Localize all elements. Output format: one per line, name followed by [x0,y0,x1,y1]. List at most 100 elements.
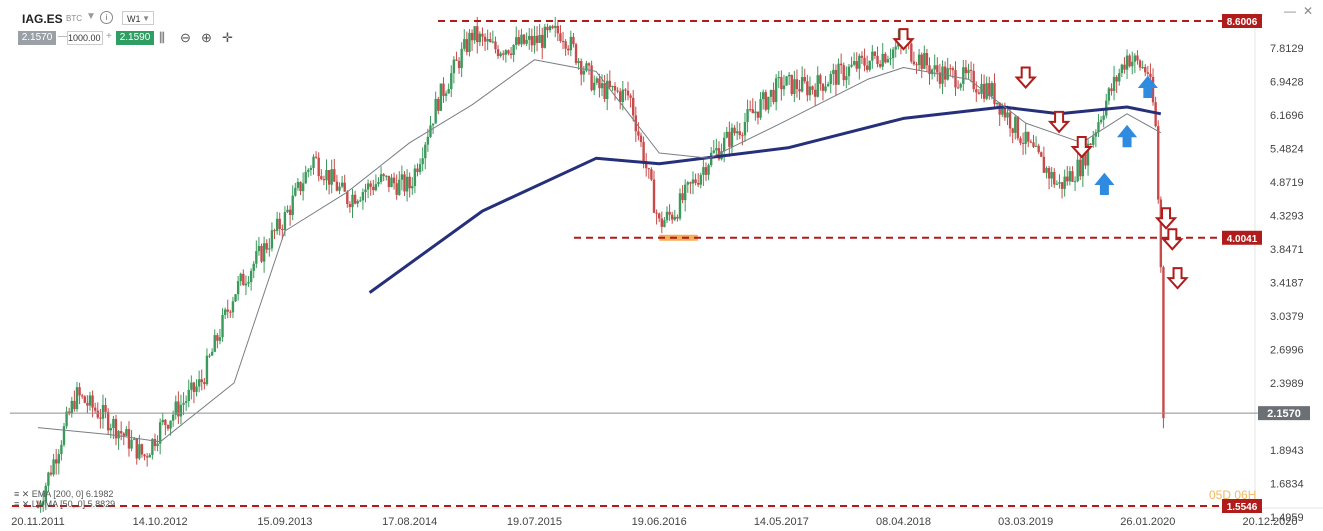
candle-body [821,83,825,91]
candle-body [270,230,274,249]
candle-body [709,152,713,166]
x-tick-label: 20.11.2011 [11,516,64,528]
legend-ema[interactable]: ≡ ✕ EMA [200, 0] 6.1982 [14,489,114,499]
candle-body [379,174,383,182]
candle-body [1141,67,1144,69]
candle-body [1016,116,1020,139]
candle-body [135,438,138,459]
candle-body [340,182,344,187]
candle-body [860,55,864,58]
candle-body [1151,76,1155,103]
legend-lwma[interactable]: ≡ ✕ LWMA [50, 0] 5.8829 [14,499,116,509]
candle-body [333,169,336,182]
quantity-input[interactable]: 1000.00 [67,31,103,45]
support-zone [659,234,698,241]
candle-body [41,501,45,506]
candle-body [509,53,513,56]
candle-body [460,48,463,69]
candle-body [858,55,861,69]
increase-quantity-button[interactable]: + [106,31,112,42]
candle-body [143,454,146,457]
candle-body [177,401,180,417]
candle-body [795,79,799,90]
candle-body [894,46,897,50]
candle-body [1024,131,1027,144]
zoom-in-icon[interactable]: ⊕ [201,30,212,45]
candle-body [179,404,183,417]
candle-body [585,63,588,71]
candle-body [1037,145,1040,153]
candle-body [1063,176,1066,189]
x-tick-label: 14.05.2017 [754,516,809,528]
candle-body [702,167,705,175]
candle-body [1162,267,1165,419]
candle-body [891,49,895,59]
candle-body [639,135,643,142]
candle-body [515,37,518,45]
candle-body [538,34,541,43]
candle-body [964,67,968,74]
candle-body [499,53,502,57]
x-tick-label: 26.01.2020 [1120,516,1175,528]
sell-signal-arrow [1070,135,1093,159]
sell-price-button[interactable]: 2.1570 [18,31,56,45]
candle-body [873,51,877,56]
candle-body [694,179,697,183]
candle-body [798,89,801,92]
timeframe-select[interactable]: W1 ▼ [122,11,154,25]
candle-body [738,131,741,136]
candle-body [707,165,710,175]
candle-body [364,189,367,193]
candle-body [678,193,682,219]
candle-body [832,69,835,75]
candle-body [756,111,760,118]
crosshair-icon[interactable]: ✛ [222,30,233,45]
candle-body [928,65,931,75]
candle-body [772,89,775,103]
candle-body [62,426,66,445]
candle-body [704,167,708,175]
candle-body [829,74,832,84]
candle-body [855,61,858,69]
candle-body [483,36,487,42]
candle-body [813,89,817,97]
candle-body [494,41,497,50]
candle-body [455,59,458,61]
candle-body [44,485,47,502]
candle-body [972,70,975,90]
minimize-icon[interactable]: — [1284,4,1296,18]
candle-body [223,309,227,315]
candle-body [418,164,422,173]
candle-body [153,438,157,447]
zoom-out-icon[interactable]: ⊖ [180,30,191,45]
candle-body [109,428,112,431]
candle-body [1102,115,1105,120]
y-tick-label: 6.9428 [1270,77,1304,89]
candle-body [941,66,944,84]
candle-body [132,438,136,440]
candle-body [171,414,175,421]
candles-icon[interactable]: ⫼ [159,30,165,45]
candle-body [353,194,357,204]
buy-signal-arrow [1137,75,1158,98]
candle-body [969,69,973,71]
candle-body [785,76,788,86]
candle-body [699,174,702,185]
x-tick-label: 20.12.2020 [1242,516,1297,528]
candle-body [951,68,955,71]
symbol-dropdown-icon[interactable]: ▼ [86,11,96,22]
sell-signal-arrow [1014,66,1037,89]
candle-body [60,444,63,455]
candle-body [106,411,110,431]
candle-body [556,25,560,34]
buy-price-button[interactable]: 2.1590 [116,31,154,45]
candle-body [125,429,128,436]
candle-body [299,181,302,192]
legend-ema-label: EMA [200, 0] 6.1982 [31,489,114,499]
info-icon[interactable]: i [100,11,113,24]
y-tick-label: 7.8129 [1270,43,1304,55]
candle-body [57,454,60,464]
close-icon[interactable]: ✕ [1303,4,1314,18]
decrease-quantity-button[interactable]: — [58,31,68,42]
